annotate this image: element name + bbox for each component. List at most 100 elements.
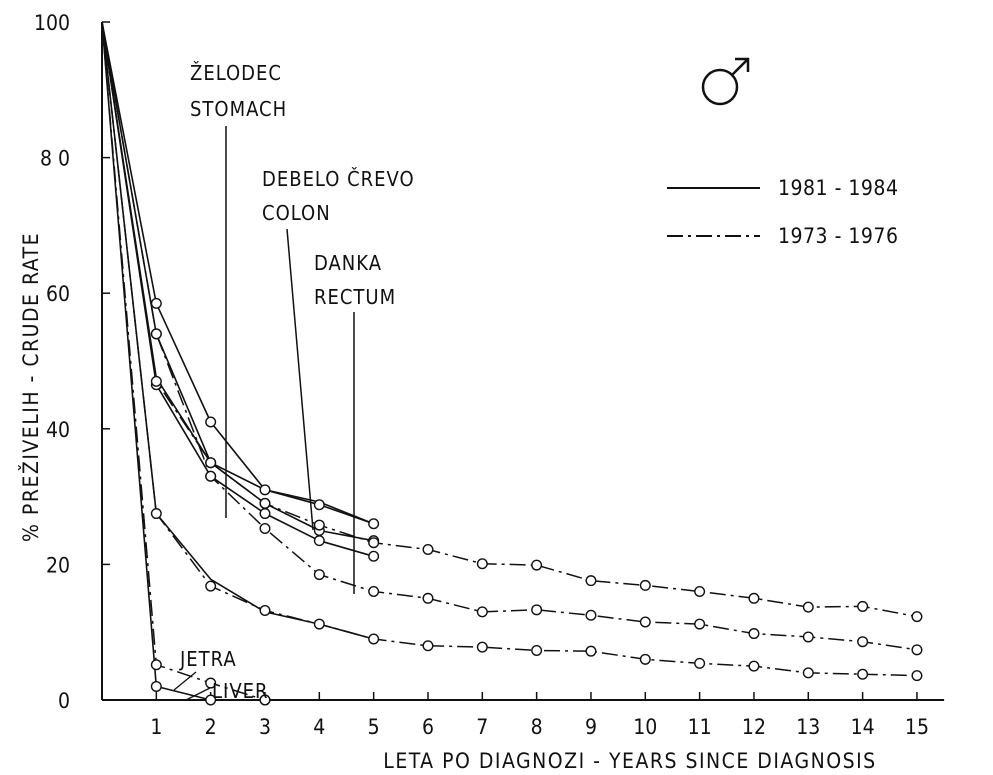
annotation-liver: JETRA LIVER <box>173 647 269 703</box>
data-point-marker <box>911 670 923 682</box>
data-point-marker <box>694 586 706 598</box>
data-point-marker <box>857 668 869 680</box>
data-point-marker <box>205 470 217 482</box>
data-point-marker <box>259 605 271 617</box>
data-point-marker <box>748 660 760 672</box>
x-tick-label: 2 <box>205 715 217 739</box>
legend-label-1981-1984: 1981 - 1984 <box>778 176 898 200</box>
annotation-stomach: ŽELODEC STOMACH <box>190 61 286 518</box>
legend-label-1973-1976: 1973 - 1976 <box>778 224 898 248</box>
data-point-marker <box>259 694 271 706</box>
data-point-marker <box>422 640 434 652</box>
data-point-marker <box>857 600 869 612</box>
data-point-marker <box>748 628 760 640</box>
data-point-marker <box>259 497 271 509</box>
series-line-4 <box>101 21 265 701</box>
x-tick-label: 3 <box>259 715 271 739</box>
data-point-marker <box>150 680 162 692</box>
data-point-marker <box>531 559 543 571</box>
x-tick-label: 10 <box>633 715 657 739</box>
annotation-liver-line2: LIVER <box>212 679 269 703</box>
data-point-marker <box>313 535 325 547</box>
data-point-marker <box>313 519 325 531</box>
annotation-liver-leader-2 <box>185 687 211 701</box>
x-tick-label: 5 <box>368 715 380 739</box>
y-tick-label: 40 <box>46 418 70 442</box>
y-tick-label: 100 <box>34 11 70 35</box>
data-point-marker <box>313 569 325 581</box>
y-tick-label: 60 <box>46 282 70 306</box>
markers-layer <box>150 297 923 706</box>
x-tick-label: 4 <box>313 715 325 739</box>
y-axis-label: % PREŽIVELIH - CRUDE RATE <box>18 232 43 542</box>
data-point-marker <box>205 694 217 706</box>
male-symbol-icon <box>701 57 750 106</box>
data-point-marker <box>313 618 325 630</box>
data-point-marker <box>694 618 706 630</box>
data-point-marker <box>313 499 325 511</box>
y-tick-label: 20 <box>46 553 70 577</box>
data-point-marker <box>205 677 217 689</box>
series-line-7 <box>101 21 918 618</box>
data-point-marker <box>585 575 597 587</box>
data-point-marker <box>911 644 923 656</box>
annotation-colon-line1: DEBELO ČREVO <box>262 167 415 191</box>
annotation-stomach-line1: ŽELODEC <box>190 61 282 85</box>
data-point-marker <box>368 633 380 645</box>
data-point-marker <box>205 416 217 428</box>
x-tick-label: 11 <box>688 715 712 739</box>
data-point-marker <box>150 508 162 520</box>
data-point-marker <box>531 604 543 616</box>
data-point-marker <box>802 631 814 643</box>
data-point-marker <box>476 641 488 653</box>
annotation-colon: DEBELO ČREVO COLON <box>262 167 415 531</box>
annotation-colon-leader <box>286 228 314 531</box>
series-line-1 <box>101 21 374 525</box>
data-point-marker <box>639 653 651 665</box>
data-point-marker <box>368 586 380 598</box>
data-point-marker <box>748 592 760 604</box>
data-point-marker <box>150 297 162 309</box>
data-point-marker <box>259 484 271 496</box>
data-point-marker <box>476 558 488 570</box>
annotation-rectum-line2: RECTUM <box>314 285 396 309</box>
annotation-colon-line2: COLON <box>262 201 331 225</box>
data-point-marker <box>150 375 162 387</box>
chart-axes <box>101 21 945 701</box>
data-point-marker <box>150 328 162 340</box>
annotation-liver-leader-1 <box>173 671 197 691</box>
data-point-marker <box>857 636 869 648</box>
data-point-marker <box>368 537 380 549</box>
data-point-marker <box>259 508 271 520</box>
x-tick-label: 12 <box>742 715 766 739</box>
data-point-marker <box>911 611 923 623</box>
series-line-10 <box>101 21 374 640</box>
series-line-5 <box>101 21 918 651</box>
data-point-marker <box>585 609 597 621</box>
data-point-marker <box>259 522 271 534</box>
x-tick-label: 6 <box>422 715 434 739</box>
x-tick-label: 7 <box>476 715 488 739</box>
data-point-marker <box>802 601 814 613</box>
x-tick-label: 1 <box>150 715 162 739</box>
data-point-marker <box>694 657 706 669</box>
legend: 1981 - 1984 1973 - 1976 <box>667 176 898 248</box>
annotation-liver-line1: JETRA <box>179 647 237 671</box>
x-tick-label: 15 <box>905 715 929 739</box>
x-tick-label: 9 <box>585 715 597 739</box>
data-point-marker <box>150 659 162 671</box>
series-layer <box>101 21 918 701</box>
data-point-marker <box>639 579 651 591</box>
data-point-marker <box>802 667 814 679</box>
data-point-marker <box>205 580 217 592</box>
x-tick-label: 14 <box>851 715 875 739</box>
annotation-rectum-line1: DANKA <box>314 251 382 275</box>
series-line-6 <box>101 21 917 677</box>
annotation-rectum: DANKA RECTUM <box>314 251 396 594</box>
data-point-marker <box>639 616 651 628</box>
y-tick-label: 8 0 <box>40 147 70 171</box>
data-point-marker <box>531 645 543 657</box>
x-tick-label: 8 <box>531 715 543 739</box>
